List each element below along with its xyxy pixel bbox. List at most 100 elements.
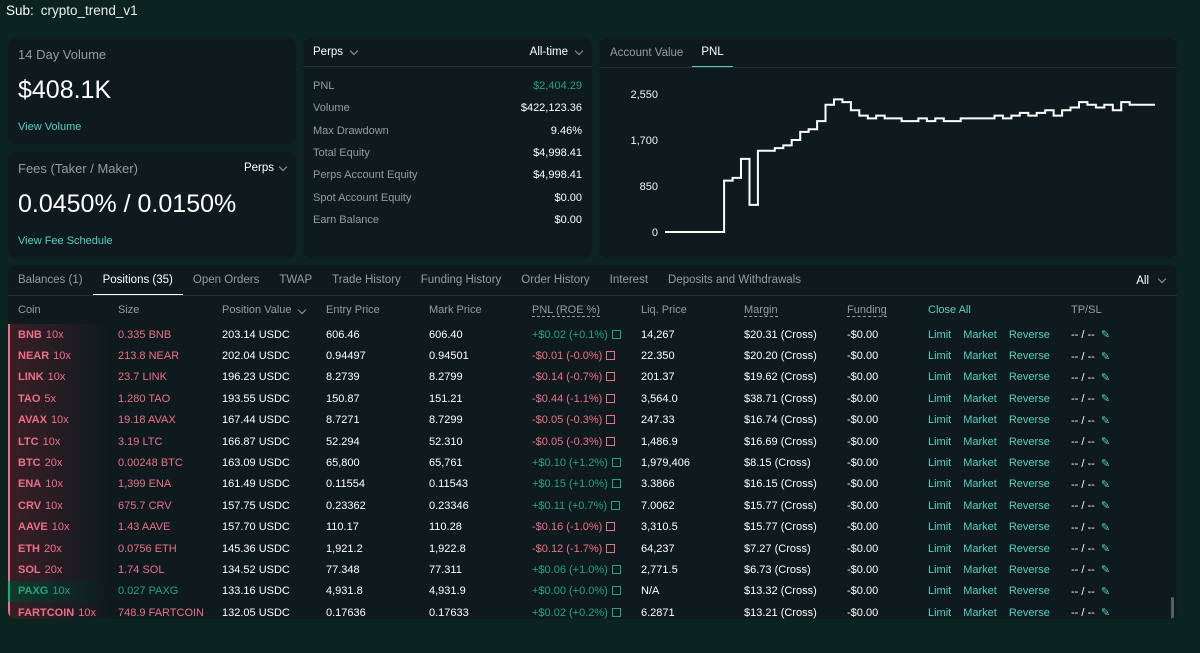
coin-cell[interactable]: AVAX 10x (8, 409, 108, 431)
coin-cell[interactable]: LINK 10x (8, 366, 108, 389)
reverse-button[interactable]: Reverse (1008, 414, 1050, 427)
limit-close-button[interactable]: Limit (928, 499, 952, 512)
limit-close-button[interactable]: Limit (928, 414, 952, 427)
view-fee-schedule-link[interactable]: View Fee Schedule (18, 235, 113, 247)
market-close-button[interactable]: Market (963, 542, 997, 555)
market-close-button[interactable]: Market (963, 585, 997, 598)
reverse-button[interactable]: Reverse (1008, 350, 1050, 363)
share-icon[interactable] (606, 393, 616, 403)
view-volume-link[interactable]: View Volume (18, 121, 82, 133)
limit-close-button[interactable]: Limit (928, 521, 952, 534)
filter-dropdown[interactable]: All (1136, 265, 1167, 296)
coin-cell[interactable]: BTC 20x (8, 452, 108, 474)
edit-pencil-icon[interactable]: ✎ (1100, 564, 1111, 577)
market-close-button[interactable]: Market (963, 499, 997, 512)
subaccount-name[interactable]: crypto_trend_v1 (40, 2, 138, 18)
share-icon[interactable] (611, 329, 621, 339)
close-all-button[interactable]: Close All (928, 304, 971, 316)
edit-pencil-icon[interactable]: ✎ (1100, 478, 1111, 491)
col-size[interactable]: Size (118, 304, 140, 316)
reverse-button[interactable]: Reverse (1008, 499, 1050, 512)
col-entry-price[interactable]: Entry Price (326, 304, 380, 316)
market-close-button[interactable]: Market (963, 371, 997, 384)
reverse-button[interactable]: Reverse (1008, 478, 1050, 491)
coin-cell[interactable]: NEAR 10x (8, 345, 108, 367)
reverse-button[interactable]: Reverse (1008, 521, 1050, 534)
tab-deposits-and-withdrawals[interactable]: Deposits and Withdrawals (668, 274, 801, 286)
edit-pencil-icon[interactable]: ✎ (1100, 414, 1111, 427)
col-pnl[interactable]: PNL (ROE %) (522, 296, 631, 324)
coin-cell[interactable]: AAVE 10x (8, 516, 108, 538)
coin-cell[interactable]: LTC 10x (8, 430, 108, 453)
share-icon[interactable] (606, 372, 616, 382)
edit-pencil-icon[interactable]: ✎ (1100, 371, 1111, 384)
tab-trade-history[interactable]: Trade History (332, 274, 401, 286)
tab-positions[interactable]: Positions (35) (92, 265, 183, 295)
reverse-button[interactable]: Reverse (1008, 435, 1050, 448)
table-scrollbar[interactable] (1171, 597, 1174, 619)
coin-cell[interactable]: PAXG 10x (8, 580, 108, 603)
limit-close-button[interactable]: Limit (928, 328, 952, 341)
edit-pencil-icon[interactable]: ✎ (1100, 521, 1111, 534)
market-close-button[interactable]: Market (963, 606, 997, 619)
edit-pencil-icon[interactable]: ✎ (1100, 457, 1111, 470)
edit-pencil-icon[interactable]: ✎ (1100, 585, 1111, 598)
tab-funding-history[interactable]: Funding History (420, 274, 502, 286)
market-close-button[interactable]: Market (963, 521, 997, 534)
market-close-button[interactable]: Market (963, 328, 997, 341)
coin-cell[interactable]: SOL 20x (8, 559, 108, 581)
col-margin[interactable]: Margin (734, 296, 837, 324)
share-icon[interactable] (611, 458, 621, 468)
share-icon[interactable] (611, 564, 621, 574)
share-icon[interactable] (611, 479, 621, 489)
limit-close-button[interactable]: Limit (928, 478, 952, 491)
reverse-button[interactable]: Reverse (1008, 392, 1050, 405)
stats-range-dropdown[interactable]: All-time (530, 46, 584, 58)
tab-account-value[interactable]: Account Value (610, 46, 684, 59)
coin-cell[interactable]: FARTCOIN 10x (8, 602, 108, 619)
share-icon[interactable] (606, 415, 616, 425)
tab-pnl[interactable]: PNL (692, 38, 733, 67)
market-close-button[interactable]: Market (963, 478, 997, 491)
market-close-button[interactable]: Market (963, 350, 997, 363)
share-icon[interactable] (611, 586, 621, 596)
share-icon[interactable] (611, 500, 621, 510)
limit-close-button[interactable]: Limit (928, 392, 952, 405)
limit-close-button[interactable]: Limit (928, 350, 952, 363)
tab-order-history[interactable]: Order History (521, 274, 590, 286)
limit-close-button[interactable]: Limit (928, 457, 952, 470)
share-icon[interactable] (606, 436, 616, 446)
market-close-button[interactable]: Market (963, 563, 997, 576)
reverse-button[interactable]: Reverse (1008, 542, 1050, 555)
edit-pencil-icon[interactable]: ✎ (1100, 607, 1111, 619)
tab-balances[interactable]: Balances (1) (18, 274, 83, 286)
edit-pencil-icon[interactable]: ✎ (1100, 329, 1111, 342)
limit-close-button[interactable]: Limit (928, 435, 952, 448)
coin-cell[interactable]: CRV 10x (8, 495, 108, 517)
reverse-button[interactable]: Reverse (1008, 563, 1050, 576)
limit-close-button[interactable]: Limit (928, 563, 952, 576)
stats-market-dropdown[interactable]: Perps (313, 46, 359, 58)
market-close-button[interactable]: Market (963, 414, 997, 427)
coin-cell[interactable]: ETH 20x (8, 537, 108, 560)
tab-open-orders[interactable]: Open Orders (192, 274, 260, 286)
col-funding[interactable]: Funding (837, 296, 918, 324)
coin-cell[interactable]: BNB 10x (8, 324, 108, 346)
edit-pencil-icon[interactable]: ✎ (1100, 543, 1111, 556)
share-icon[interactable] (606, 522, 616, 532)
reverse-button[interactable]: Reverse (1008, 457, 1050, 470)
share-icon[interactable] (611, 607, 621, 617)
reverse-button[interactable]: Reverse (1008, 328, 1050, 341)
col-position-value[interactable]: Position Value (212, 296, 316, 324)
tab-interest[interactable]: Interest (609, 274, 649, 286)
limit-close-button[interactable]: Limit (928, 371, 952, 384)
limit-close-button[interactable]: Limit (928, 606, 952, 619)
share-icon[interactable] (606, 351, 616, 361)
coin-cell[interactable]: TAO 5x (8, 388, 108, 410)
market-close-button[interactable]: Market (963, 392, 997, 405)
reverse-button[interactable]: Reverse (1008, 585, 1050, 598)
col-liq-price[interactable]: Liq. Price (641, 304, 687, 316)
edit-pencil-icon[interactable]: ✎ (1100, 393, 1111, 406)
col-mark-price[interactable]: Mark Price (429, 304, 482, 316)
share-icon[interactable] (606, 543, 616, 553)
